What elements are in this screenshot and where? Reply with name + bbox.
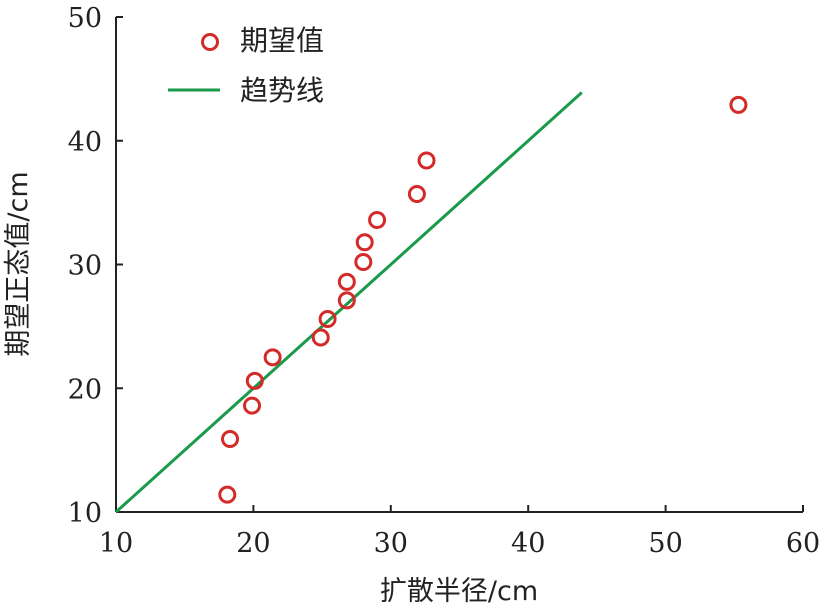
data-point — [218, 485, 237, 504]
legend-marker-open-circle — [201, 33, 219, 51]
legend-item-trend: 趋势线 — [168, 74, 324, 107]
y-tick-label: 20 — [68, 374, 102, 405]
y-tick-label: 50 — [68, 3, 102, 34]
data-point — [243, 396, 262, 415]
data-point — [337, 291, 356, 310]
legend: 期望值 趋势线 — [168, 24, 324, 107]
x-tick-label: 40 — [511, 528, 545, 559]
legend-item-expected: 期望值 — [201, 24, 324, 57]
data-point — [354, 253, 373, 272]
data-point — [355, 233, 374, 252]
x-axis-title: 扩散半径/cm — [380, 576, 538, 607]
legend-label-trend: 趋势线 — [240, 74, 324, 107]
y-axis-ticks: 10 20 30 40 50 — [68, 3, 123, 529]
legend-label-expected: 期望值 — [240, 24, 324, 57]
data-point — [221, 429, 240, 448]
trend-line — [114, 91, 583, 514]
y-tick-label: 40 — [68, 127, 102, 158]
data-point — [245, 371, 264, 390]
plot-area — [114, 91, 748, 514]
data-point — [337, 272, 356, 291]
data-point — [729, 95, 748, 114]
data-point — [318, 309, 337, 328]
data-point — [311, 328, 330, 347]
x-tick-label: 20 — [236, 528, 270, 559]
y-tick-label: 10 — [68, 498, 102, 529]
y-tick-label: 30 — [68, 251, 102, 282]
data-point — [263, 348, 282, 367]
x-tick-label: 50 — [648, 528, 682, 559]
x-axis-ticks: 10 20 30 40 50 60 — [99, 505, 819, 559]
x-tick-label: 60 — [786, 528, 819, 559]
y-axis-title: 期望正态值/cm — [3, 171, 34, 356]
data-point — [407, 184, 426, 203]
data-point — [417, 151, 436, 170]
x-tick-label: 10 — [99, 528, 133, 559]
x-tick-label: 30 — [374, 528, 408, 559]
data-point — [368, 210, 387, 229]
